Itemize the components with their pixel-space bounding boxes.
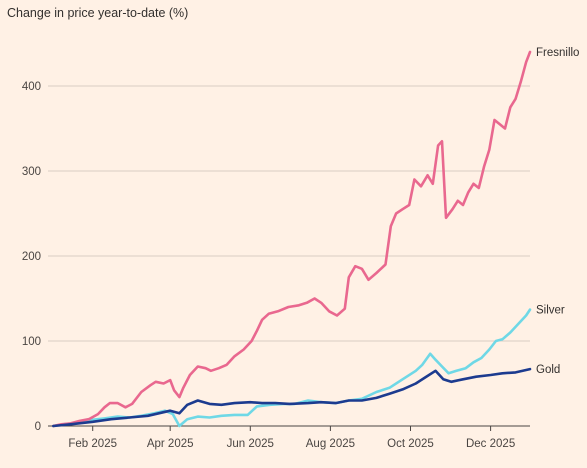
series-line-fresnillo [52, 50, 532, 428]
x-axis-ticks: Feb 2025 Apr 2025 Jun 2025 Aug 2025 Oct 2025… [68, 426, 515, 450]
chart-subtitle: Change in price year-to-date (%) [7, 6, 188, 20]
y-tick-label: 100 [22, 336, 41, 348]
series-line-silver [52, 308, 532, 428]
y-tick-label: 200 [22, 251, 41, 263]
y-axis-ticks: 0 100 200 300 400 [22, 81, 41, 433]
x-tick-label: Apr 2025 [147, 438, 194, 450]
series-labels: Fresnillo Silver Gold [536, 47, 579, 376]
x-tick-label: Dec 2025 [466, 438, 515, 450]
y-tick-label: 300 [22, 166, 41, 178]
x-tick-label: Feb 2025 [68, 438, 117, 450]
series-label-fresnillo: Fresnillo [536, 47, 579, 59]
series-label-gold: Gold [536, 364, 560, 376]
series-label-silver: Silver [536, 305, 565, 317]
x-tick-label: Aug 2025 [306, 438, 355, 450]
series-lines [52, 50, 532, 428]
y-tick-label: 400 [22, 81, 41, 93]
y-tick-label: 0 [35, 421, 41, 433]
x-tick-label: Jun 2025 [227, 438, 274, 450]
series-line-gold [52, 367, 532, 428]
gridlines [48, 85, 530, 427]
x-tick-label: Oct 2025 [387, 438, 434, 450]
